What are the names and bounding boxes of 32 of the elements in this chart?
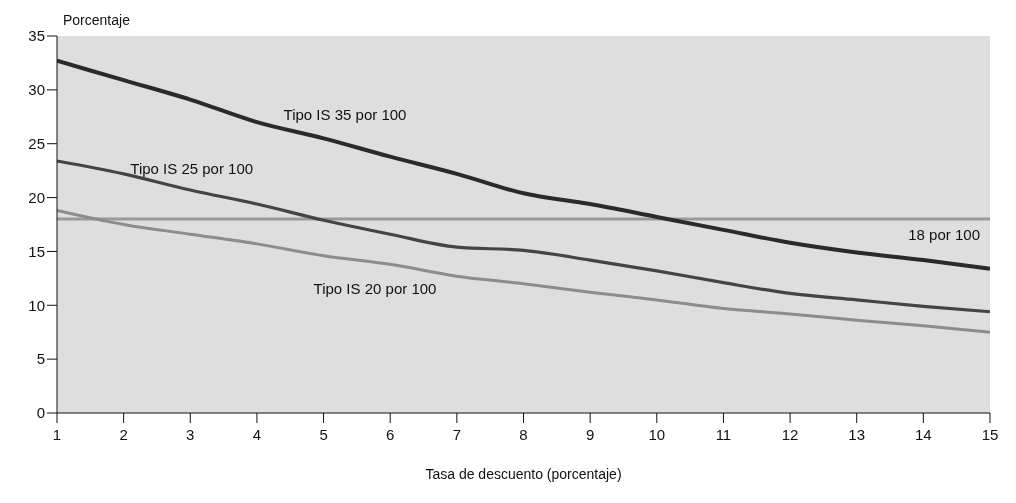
x-tick-label: 2 [119,425,128,443]
series-label: Tipo IS 25 por 100 [130,160,254,178]
y-tick-label: 35 [28,27,45,45]
x-tick-label: 6 [386,425,395,443]
y-tick-label: 5 [36,350,45,368]
ref-line-label: 18 por 100 [908,225,980,243]
series-label: Tipo IS 20 por 100 [313,279,437,297]
y-axis-title: Porcentaje [63,12,130,28]
x-tick-label: 4 [252,425,262,443]
x-tick-label: 15 [981,425,999,443]
x-tick-label: 13 [848,425,866,443]
x-tick-label: 3 [186,425,195,443]
x-tick-label: 9 [585,425,595,443]
y-tick-label: 20 [28,188,45,206]
x-tick-label: 7 [452,425,462,443]
y-tick-label: 10 [28,296,45,314]
x-tick-label: 5 [319,425,328,443]
y-tick-label: 0 [36,404,45,422]
x-tick-label: 10 [648,425,666,443]
x-tick-label: 12 [781,425,799,443]
x-tick-label: 1 [52,425,62,443]
x-axis-title: Tasa de descuento (porcentaje) [425,466,622,482]
line-series [57,209,990,334]
series-label: Tipo IS 35 por 100 [283,106,407,124]
x-tick-label: 11 [715,425,732,443]
x-tick-label: 14 [915,425,932,443]
y-tick-label: 30 [28,81,45,99]
x-tick-label: 8 [519,425,528,443]
line-series [57,159,990,314]
line-series [57,58,990,271]
y-tick-label: 25 [28,135,45,153]
y-tick-label: 15 [28,242,45,260]
